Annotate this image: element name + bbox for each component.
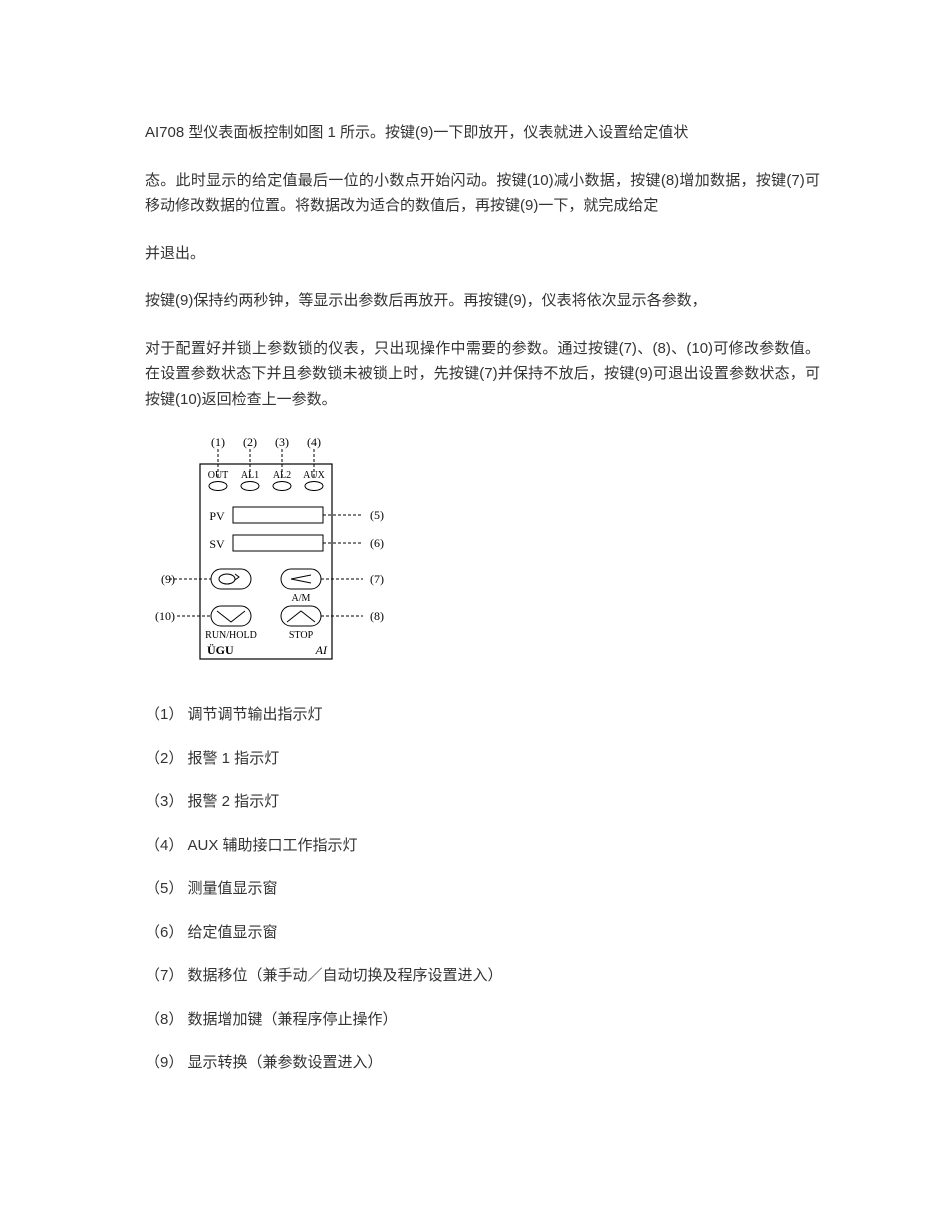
pv-label: PV [209,509,225,523]
am-label: A/M [292,593,311,604]
left-arrow-icon [291,575,311,583]
paragraph-4: 按键(9)保持约两秒钟，等显示出参数后再放开。再按键(9)，仪表将依次显示各参数… [145,288,820,314]
button-7 [281,569,321,589]
side-label-6: (6) [370,536,384,550]
paragraph-3: 并退出。 [145,241,820,267]
stop-label: STOP [289,630,314,641]
side-label-7: (7) [370,572,384,586]
led-out-icon [209,482,227,491]
pv-display [233,507,323,523]
top-label-3: (3) [275,435,289,449]
document-page: AI708 型仪表面板控制如图 1 所示。按键(9)一下即放开，仪表就进入设置给… [0,0,950,1154]
runhold-label: RUN/HOLD [205,630,257,641]
panel-diagram: (1) (2) (3) (4) OUT AL1 AL2 AUX PV [155,434,820,674]
led-al1-icon [241,482,259,491]
led-out-label: OUT [208,470,229,481]
button-8 [281,606,321,626]
top-label-4: (4) [307,435,321,449]
led-al2-label: AL2 [273,470,291,481]
panel-svg: (1) (2) (3) (4) OUT AL1 AL2 AUX PV [155,434,435,674]
side-label-5: (5) [370,508,384,522]
legend-item-9: （9） 显示转换（兼参数设置进入） [145,1050,820,1076]
legend-item-7: （7） 数据移位（兼手动／自动切换及程序设置进入） [145,963,820,989]
paragraph-2: 态。此时显示的给定值最后一位的小数点开始闪动。按键(10)减小数据，按键(8)增… [145,168,820,219]
legend-item-2: （2） 报警 1 指示灯 [145,746,820,772]
paragraph-5: 对于配置好并锁上参数锁的仪表，只出现操作中需要的参数。通过按键(7)、(8)、(… [145,336,820,413]
led-al2-icon [273,482,291,491]
button-9 [211,569,251,589]
brand-label: ÜGU [207,643,234,657]
legend-item-4: （4） AUX 辅助接口工作指示灯 [145,833,820,859]
led-aux-label: AUX [303,470,325,481]
legend-item-5: （5） 测量值显示窗 [145,876,820,902]
cycle-icon [219,574,235,584]
sv-display [233,535,323,551]
ai-label: AI [315,643,328,657]
side-label-8: (8) [370,609,384,623]
legend-item-6: （6） 给定值显示窗 [145,920,820,946]
paragraph-1: AI708 型仪表面板控制如图 1 所示。按键(9)一下即放开，仪表就进入设置给… [145,120,820,146]
led-al1-label: AL1 [241,470,259,481]
cycle-arrow-icon [235,574,239,580]
up-arrow-icon [287,611,315,622]
legend-item-3: （3） 报警 2 指示灯 [145,789,820,815]
down-arrow-icon [217,611,245,622]
led-aux-icon [305,482,323,491]
legend-item-1: （1） 调节调节输出指示灯 [145,702,820,728]
sv-label: SV [209,537,225,551]
button-10 [211,606,251,626]
top-label-2: (2) [243,435,257,449]
top-label-1: (1) [211,435,225,449]
legend-list: （1） 调节调节输出指示灯 （2） 报警 1 指示灯 （3） 报警 2 指示灯 … [145,702,820,1076]
legend-item-8: （8） 数据增加键（兼程序停止操作） [145,1007,820,1033]
side-label-9: (9) [161,572,175,586]
side-label-10: (10) [155,609,175,623]
